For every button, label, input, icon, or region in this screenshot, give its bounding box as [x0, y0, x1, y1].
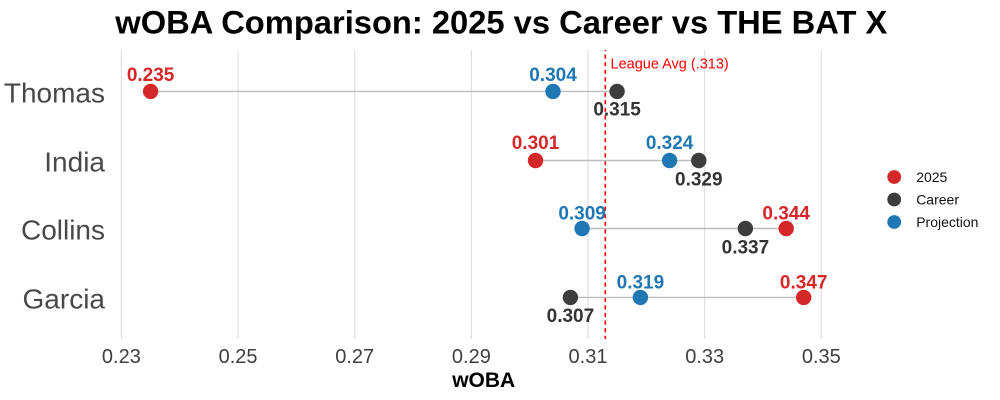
- svg-text:Collins: Collins: [21, 215, 105, 246]
- svg-text:0.23: 0.23: [102, 346, 141, 368]
- svg-text:2025: 2025: [916, 169, 947, 185]
- svg-text:0.344: 0.344: [762, 204, 810, 225]
- svg-text:wOBA: wOBA: [451, 369, 515, 392]
- svg-text:0.324: 0.324: [646, 133, 694, 154]
- svg-text:0.301: 0.301: [512, 133, 560, 154]
- svg-text:0.235: 0.235: [127, 65, 175, 86]
- svg-text:Career: Career: [916, 192, 959, 208]
- svg-text:League Avg (.313): League Avg (.313): [611, 57, 729, 73]
- svg-text:Garcia: Garcia: [23, 284, 106, 315]
- svg-text:0.33: 0.33: [685, 346, 724, 368]
- svg-text:Thomas: Thomas: [4, 78, 105, 109]
- svg-text:0.27: 0.27: [335, 346, 374, 368]
- svg-text:0.31: 0.31: [569, 346, 608, 368]
- svg-text:0.307: 0.307: [547, 306, 595, 327]
- svg-text:0.315: 0.315: [593, 99, 641, 120]
- svg-text:0.304: 0.304: [529, 65, 577, 86]
- svg-text:0.35: 0.35: [802, 346, 841, 368]
- svg-text:0.337: 0.337: [722, 237, 770, 258]
- svg-text:wOBA Comparison: 2025 vs Caree: wOBA Comparison: 2025 vs Career vs THE B…: [114, 3, 887, 40]
- svg-text:0.309: 0.309: [558, 204, 606, 225]
- svg-text:0.29: 0.29: [452, 346, 491, 368]
- svg-text:0.25: 0.25: [219, 346, 258, 368]
- svg-text:0.347: 0.347: [780, 272, 828, 293]
- svg-text:0.329: 0.329: [675, 169, 723, 190]
- svg-text:India: India: [44, 147, 105, 178]
- svg-text:Projection: Projection: [916, 214, 978, 230]
- svg-text:0.319: 0.319: [617, 272, 665, 293]
